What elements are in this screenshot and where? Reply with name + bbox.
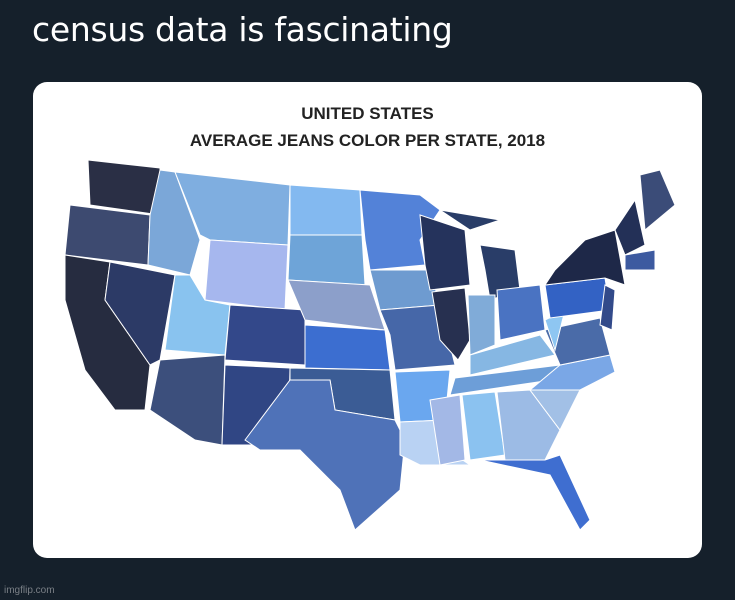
- state: [467, 294, 496, 356]
- state: [64, 204, 151, 266]
- state: [614, 198, 646, 256]
- state: [599, 284, 616, 331]
- state: [431, 287, 471, 361]
- state: [87, 159, 161, 216]
- state: [639, 169, 676, 231]
- state: [379, 304, 456, 371]
- state: [224, 304, 306, 366]
- state: [543, 229, 626, 286]
- watermark: imgflip.com: [4, 585, 55, 596]
- state: [359, 189, 441, 271]
- state: [244, 379, 406, 531]
- state: [104, 261, 176, 366]
- state: [429, 394, 466, 466]
- map-subtitle: AVERAGE JEANS COLOR PER STATE, 2018: [189, 131, 546, 150]
- state: [479, 454, 591, 531]
- state: [419, 214, 471, 291]
- state: [287, 234, 366, 286]
- state: [204, 239, 289, 311]
- state: [289, 184, 363, 236]
- state: [469, 334, 556, 376]
- state: [624, 249, 656, 271]
- state: [496, 389, 561, 461]
- map-title: UNITED STATES: [301, 104, 434, 123]
- state: [149, 354, 226, 446]
- tweet-text: census data is fascinating: [32, 10, 453, 49]
- state: [439, 209, 501, 231]
- state: [304, 324, 391, 371]
- state: [544, 317, 611, 366]
- state: [496, 284, 546, 341]
